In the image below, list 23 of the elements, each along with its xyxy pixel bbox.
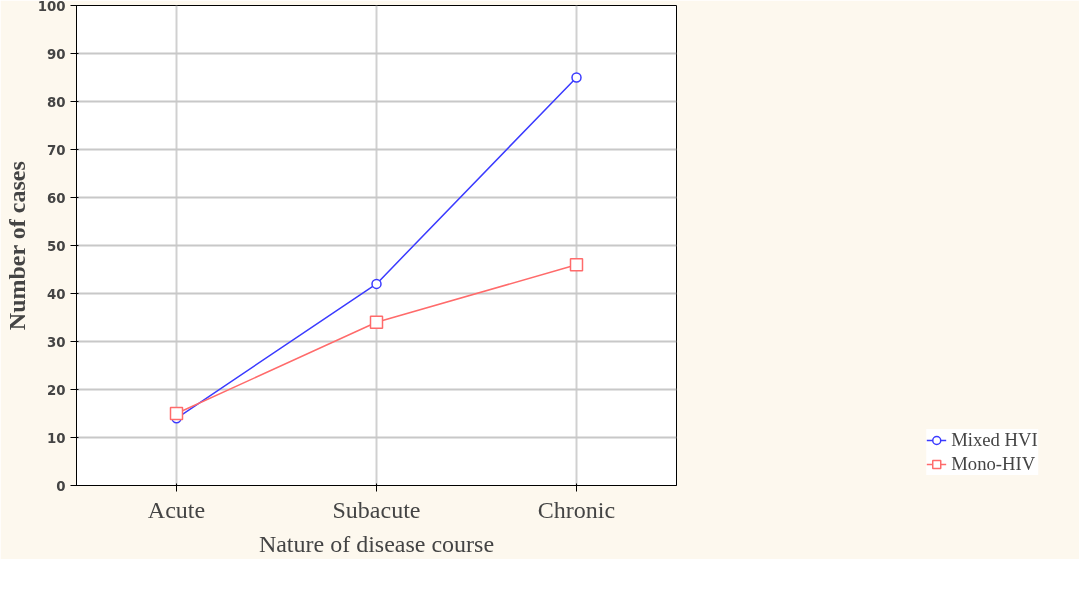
y-tick-label: 0 (56, 478, 66, 494)
x-axis-title: Nature of disease course (258, 530, 495, 557)
y-tick-label: 60 (46, 190, 66, 206)
y-tick-label: 90 (46, 46, 66, 62)
y-tick-label: 10 (46, 430, 66, 446)
point (169, 406, 184, 421)
y-tick-label: 100 (37, 0, 66, 14)
x-tick-label: Chronic (537, 496, 616, 523)
y-tick-label: 70 (46, 142, 66, 158)
y-tick-label: 20 (46, 382, 66, 398)
y-tick-label: 30 (46, 334, 66, 350)
y-tick-label: 50 (46, 238, 66, 254)
x-tick-label: Subacute (332, 496, 421, 523)
point (371, 278, 382, 290)
x-tick-label: Acute (147, 496, 206, 523)
legend-label: Mono-HIV (951, 453, 1036, 475)
y-tick-label: 40 (46, 286, 66, 302)
point (571, 72, 582, 83)
point (569, 257, 584, 272)
legend-label: Mixed HVI (951, 429, 1038, 451)
point (369, 315, 384, 330)
y-tick-label: 80 (46, 94, 66, 110)
y-axis-title: Number of cases (3, 161, 30, 331)
